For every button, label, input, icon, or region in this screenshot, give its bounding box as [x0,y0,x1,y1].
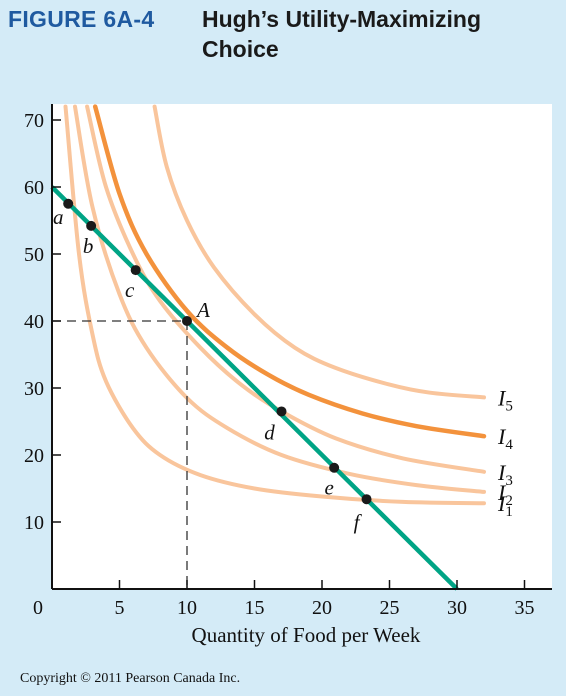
y-tick-label: 10 [24,512,44,534]
point-A [182,316,192,326]
x-axis-label: Quantity of Food per Week [192,623,421,647]
x-tick-label: 30 [447,597,467,619]
point-label-A: A [195,298,210,322]
indifference-curve-I5 [152,104,486,400]
indifference-curve-I3 [85,104,486,474]
y-tick-label: 70 [24,110,44,132]
point-label-c: c [125,278,135,302]
figure-title: Hugh’s Utility-Maximizing Choice [202,6,481,62]
copyright-notice: Copyright © 2011 Pearson Canada Inc. [20,671,241,686]
point-c [130,265,141,276]
budget-line-group [50,185,459,591]
x-tick-label: 20 [312,597,332,619]
reference-lines [52,320,188,589]
plot-area [52,104,552,589]
point-label-d: d [264,420,275,444]
y-tick-label: 50 [24,244,44,266]
point-label-f: f [354,510,363,534]
x-tick-label: 15 [245,597,265,619]
point-label-e: e [324,476,333,500]
x-tick-label: 0 [33,597,43,619]
y-tick-label: 60 [24,177,44,199]
x-tick-label: 35 [515,597,535,619]
point-e [329,462,340,473]
point-f [361,494,372,505]
point-d [276,406,287,417]
point-label-a: a [53,205,64,229]
axes: 0 5 10 15 20 25 30 35 10 20 30 40 50 60 70 [24,104,552,619]
y-tick-label: 20 [24,445,44,467]
indifference-curve-I1 [63,104,486,506]
budget-line [50,185,459,591]
chosen-points: ab c Ad ef [53,198,372,534]
indifference-curve-I4 [92,104,487,439]
y-tick-label: 40 [24,311,44,333]
x-tick-label: 25 [380,597,400,619]
figure-label: FIGURE 6A-4 [8,6,155,32]
point-b [86,220,97,231]
point-label-b: b [83,234,94,258]
point-a [63,198,74,209]
y-tick-label: 30 [24,378,44,400]
x-tick-label: 10 [177,597,197,619]
x-tick-label: 5 [115,597,125,619]
